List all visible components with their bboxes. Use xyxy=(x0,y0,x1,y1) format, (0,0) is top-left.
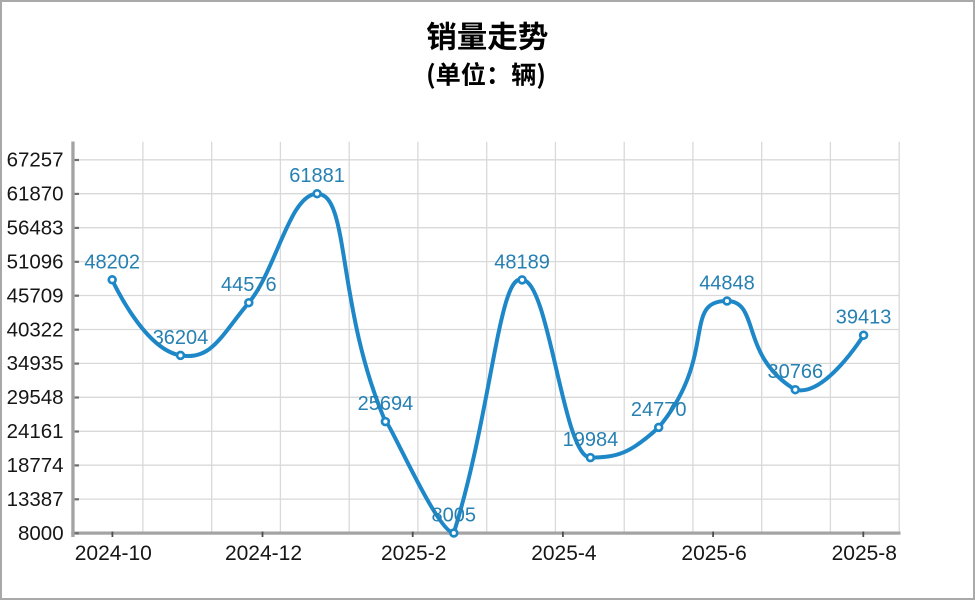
svg-text:51096: 51096 xyxy=(7,250,64,273)
svg-text:18774: 18774 xyxy=(7,454,64,477)
svg-text:8000: 8000 xyxy=(18,522,64,545)
svg-text:34935: 34935 xyxy=(7,352,64,375)
svg-text:2025-8: 2025-8 xyxy=(832,542,897,565)
svg-text:2025-2: 2025-2 xyxy=(381,542,446,565)
svg-text:25694: 25694 xyxy=(358,393,414,415)
svg-text:29548: 29548 xyxy=(7,386,64,409)
svg-text:67257: 67257 xyxy=(7,149,64,172)
svg-text:45709: 45709 xyxy=(7,284,64,307)
svg-text:19984: 19984 xyxy=(563,429,619,451)
svg-text:24161: 24161 xyxy=(7,420,64,443)
svg-text:2024-12: 2024-12 xyxy=(225,542,302,565)
svg-text:61870: 61870 xyxy=(7,183,64,206)
svg-text:40322: 40322 xyxy=(7,318,64,341)
svg-text:2025-6: 2025-6 xyxy=(681,542,746,565)
svg-text:36204: 36204 xyxy=(153,327,209,349)
svg-text:24770: 24770 xyxy=(631,399,687,421)
svg-text:8005: 8005 xyxy=(432,505,477,527)
svg-text:13387: 13387 xyxy=(7,488,64,511)
svg-text:44576: 44576 xyxy=(221,274,277,296)
svg-text:2025-4: 2025-4 xyxy=(531,542,597,565)
svg-text:2024-10: 2024-10 xyxy=(75,542,152,565)
svg-text:56483: 56483 xyxy=(7,217,64,240)
svg-text:61881: 61881 xyxy=(289,165,345,187)
svg-text:48189: 48189 xyxy=(494,251,550,273)
svg-text:30766: 30766 xyxy=(767,361,823,383)
svg-text:44848: 44848 xyxy=(699,273,755,295)
svg-text:48202: 48202 xyxy=(84,251,140,273)
svg-text:39413: 39413 xyxy=(836,307,892,329)
